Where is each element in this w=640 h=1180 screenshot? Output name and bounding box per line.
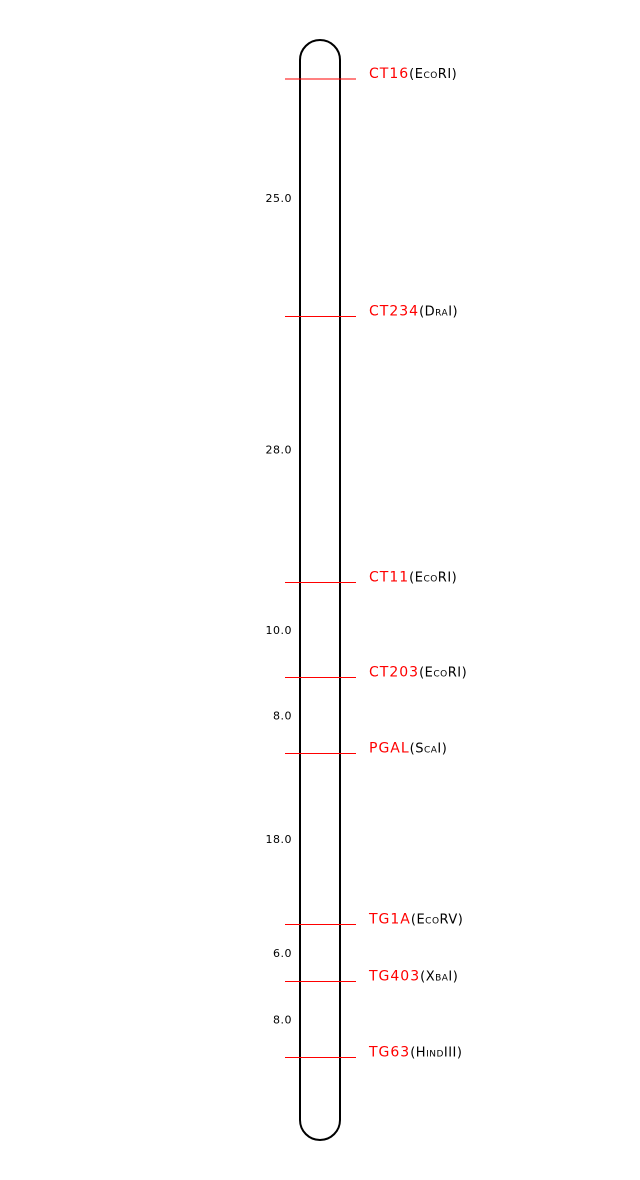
interval-distance: 18.0 xyxy=(266,833,293,846)
marker-name: PGAL xyxy=(369,741,410,757)
marker-name: CT11 xyxy=(369,570,409,586)
marker-enzyme: (EcoRV) xyxy=(411,913,463,928)
marker-label: CT203(EcoRI) xyxy=(369,665,467,681)
interval-distance: 25.0 xyxy=(266,192,293,205)
interval-distance: 28.0 xyxy=(266,444,293,457)
marker-name: CT16 xyxy=(369,66,409,82)
marker-label: TG63(HindIII) xyxy=(368,1045,462,1061)
interval-distance: 6.0 xyxy=(273,947,292,960)
marker-name: TG1A xyxy=(368,912,411,928)
marker-label: CT16(EcoRI) xyxy=(369,66,457,82)
chromosome-outline xyxy=(299,39,341,1141)
marker-name: TG403 xyxy=(368,969,420,985)
interval-distance: 8.0 xyxy=(273,1014,292,1027)
marker-name: CT203 xyxy=(369,665,419,681)
marker-enzyme: (XbaI) xyxy=(420,970,458,985)
interval-distance: 10.0 xyxy=(266,624,293,637)
marker-label: CT234(DraI) xyxy=(369,304,458,320)
interval-distance: 8.0 xyxy=(273,710,292,723)
marker-enzyme: (HindIII) xyxy=(410,1046,462,1061)
marker-name: CT234 xyxy=(369,304,419,320)
marker-name: TG63 xyxy=(368,1045,410,1061)
marker-label: TG403(XbaI) xyxy=(368,969,458,985)
marker-enzyme: (EcoRI) xyxy=(409,67,457,82)
marker-enzyme: (ScaI) xyxy=(410,742,448,757)
marker-label: CT11(EcoRI) xyxy=(369,570,457,586)
marker-enzyme: (EcoRI) xyxy=(409,571,457,586)
marker-label: PGAL(ScaI) xyxy=(369,741,447,757)
marker-label: TG1A(EcoRV) xyxy=(368,912,463,928)
marker-enzyme: (DraI) xyxy=(419,305,458,320)
marker-enzyme: (EcoRI) xyxy=(419,666,467,681)
